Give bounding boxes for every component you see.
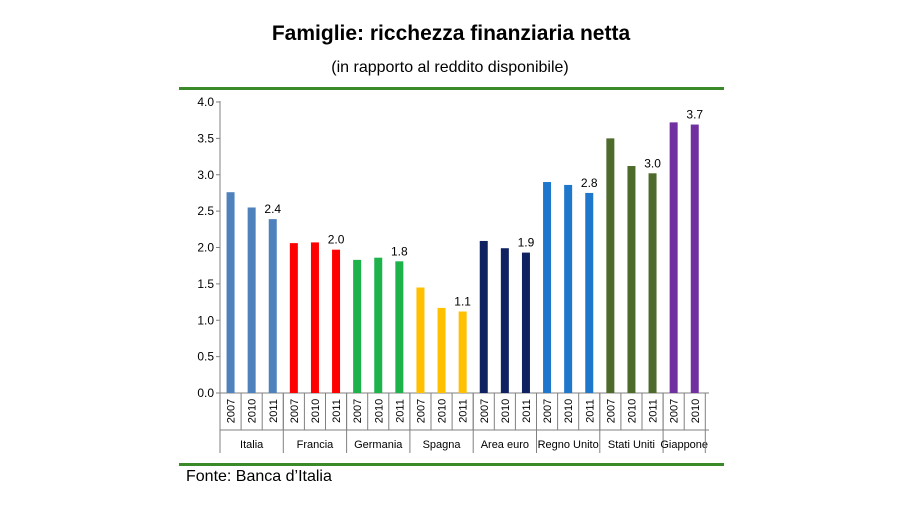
x-year-label: 2011 bbox=[394, 399, 406, 423]
x-year-label: 2007 bbox=[479, 399, 491, 423]
y-tick-label: 4.0 bbox=[197, 95, 214, 109]
y-tick-label: 0.0 bbox=[197, 386, 214, 400]
x-year-label: 2011 bbox=[331, 399, 343, 423]
data-label: 2.0 bbox=[328, 233, 345, 247]
x-year-label: 2011 bbox=[584, 399, 596, 423]
bar bbox=[585, 192, 594, 393]
x-year-label: 2010 bbox=[247, 399, 259, 423]
x-year-label: 2010 bbox=[373, 399, 385, 423]
data-label: 2.8 bbox=[581, 176, 598, 190]
x-group-label: Germania bbox=[354, 439, 403, 451]
x-group-label: Giappone bbox=[660, 439, 708, 451]
bar bbox=[627, 166, 636, 393]
y-tick-label: 3.0 bbox=[197, 168, 214, 182]
data-label: 1.1 bbox=[454, 295, 471, 309]
x-group-label: Italia bbox=[240, 439, 264, 451]
top-rule bbox=[179, 87, 724, 90]
chart-title: Famiglie: ricchezza finanziaria netta bbox=[271, 22, 631, 45]
x-year-label: 2007 bbox=[415, 399, 427, 423]
x-year-label: 2007 bbox=[605, 399, 617, 423]
data-label: 3.7 bbox=[686, 108, 703, 122]
x-year-label: 2007 bbox=[226, 399, 238, 423]
y-tick-label: 3.5 bbox=[197, 131, 214, 145]
bar bbox=[669, 122, 678, 394]
data-label: 2.4 bbox=[264, 202, 281, 216]
bottom-rule bbox=[179, 463, 724, 466]
x-year-label: 2010 bbox=[500, 399, 512, 423]
y-tick-label: 2.5 bbox=[197, 204, 214, 218]
bar bbox=[353, 259, 362, 393]
bar bbox=[521, 252, 530, 393]
y-tick-label: 1.0 bbox=[197, 313, 214, 327]
bar bbox=[648, 173, 657, 393]
x-year-label: 2010 bbox=[626, 399, 638, 423]
chart-subtitle: (in rapporto al reddito disponibile) bbox=[331, 59, 569, 76]
y-tick-label: 1.5 bbox=[197, 277, 214, 291]
x-year-label: 2010 bbox=[310, 399, 322, 423]
bar bbox=[437, 307, 446, 393]
x-year-label: 2011 bbox=[648, 399, 660, 423]
x-year-label: 2011 bbox=[458, 399, 470, 423]
x-group-label: Regno Unito bbox=[538, 439, 599, 451]
y-tick-label: 0.5 bbox=[197, 350, 214, 364]
x-year-label: 2010 bbox=[690, 399, 702, 423]
x-year-label: 2007 bbox=[669, 399, 681, 423]
bar bbox=[289, 243, 298, 393]
data-label: 3.0 bbox=[644, 156, 661, 170]
bar bbox=[500, 248, 509, 393]
x-year-label: 2010 bbox=[563, 399, 575, 423]
bar bbox=[226, 192, 235, 393]
x-year-label: 2010 bbox=[437, 399, 449, 423]
data-label: 1.9 bbox=[518, 236, 535, 250]
x-year-label: 2011 bbox=[268, 399, 280, 423]
x-year-label: 2007 bbox=[289, 399, 301, 423]
bar bbox=[416, 287, 425, 393]
bar bbox=[268, 219, 277, 393]
source-note: Fonte: Banca d’Italia bbox=[186, 468, 332, 485]
bar bbox=[374, 257, 383, 393]
bar bbox=[606, 138, 615, 393]
x-year-label: 2007 bbox=[542, 399, 554, 423]
bar bbox=[395, 261, 404, 393]
x-year-label: 2007 bbox=[352, 399, 364, 423]
x-group-label: Stati Uniti bbox=[608, 439, 655, 451]
bar bbox=[543, 182, 552, 393]
x-group-label: Area euro bbox=[481, 439, 529, 451]
x-group-label: Francia bbox=[297, 439, 335, 451]
x-group-label: Spagna bbox=[423, 439, 462, 451]
bar bbox=[564, 184, 573, 393]
y-tick-label: 2.0 bbox=[197, 241, 214, 255]
bar bbox=[332, 249, 341, 393]
bar bbox=[479, 240, 488, 393]
bar bbox=[247, 207, 256, 393]
data-label: 1.8 bbox=[391, 244, 408, 258]
bar bbox=[458, 311, 467, 393]
x-year-label: 2011 bbox=[521, 399, 533, 423]
bar bbox=[310, 242, 319, 393]
bar bbox=[690, 124, 699, 394]
